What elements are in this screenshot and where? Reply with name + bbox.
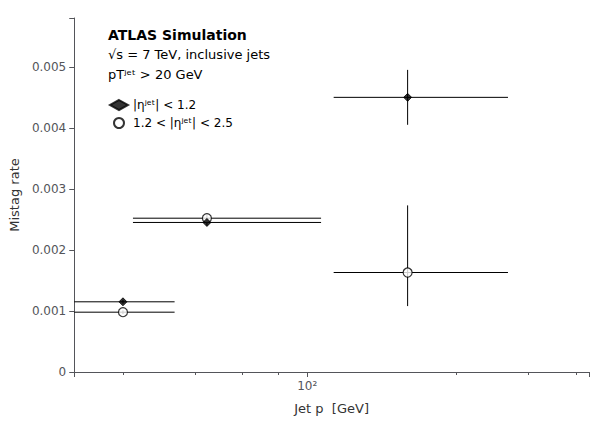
svg-text:√s = 7 TeV, inclusive jets: √s = 7 TeV, inclusive jets — [108, 47, 270, 62]
svg-text:0: 0 — [59, 365, 67, 379]
svg-text:Mistag rate: Mistag rate — [7, 158, 22, 231]
svg-text:1.2 < |ηʲᵉᵗ| < 2.5: 1.2 < |ηʲᵉᵗ| < 2.5 — [133, 116, 233, 130]
svg-text:0.003: 0.003 — [32, 182, 66, 196]
svg-text:0.004: 0.004 — [32, 121, 66, 135]
svg-text:0.002: 0.002 — [32, 243, 66, 257]
svg-text:0.005: 0.005 — [32, 60, 66, 74]
svg-text:0.001: 0.001 — [32, 304, 66, 318]
svg-text:10²: 10² — [297, 379, 317, 393]
svg-text:ATLAS Simulation: ATLAS Simulation — [108, 27, 247, 43]
svg-text:|ηʲᵉᵗ| < 1.2: |ηʲᵉᵗ| < 1.2 — [133, 98, 196, 112]
svg-text:Jet p [GeV]: Jet p [GeV] — [293, 401, 369, 416]
svg-text:pTʲᵉᵗ > 20 GeV: pTʲᵉᵗ > 20 GeV — [108, 67, 203, 82]
